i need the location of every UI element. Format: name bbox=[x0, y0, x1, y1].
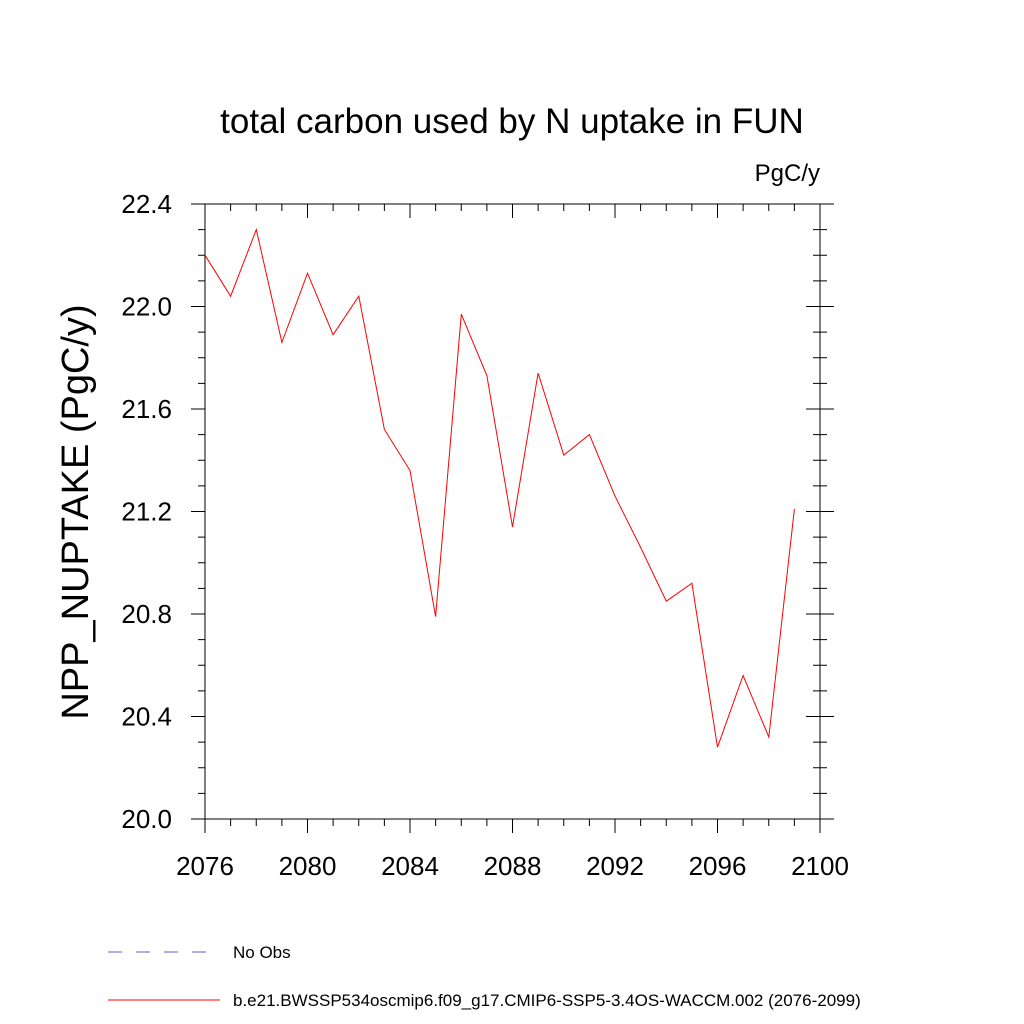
plot-frame bbox=[204, 203, 821, 820]
y-tick-label: 22.4 bbox=[121, 189, 172, 219]
x-tick-label: 2080 bbox=[279, 851, 337, 881]
legend-label: b.e21.BWSSP534oscmip6.f09_g17.CMIP6-SSP5… bbox=[233, 991, 861, 1010]
y-tick-label: 20.0 bbox=[121, 804, 172, 834]
y-tick-label: 20.8 bbox=[121, 599, 172, 629]
y-tick-label: 20.4 bbox=[121, 702, 172, 732]
y-tick-label: 22.0 bbox=[121, 292, 172, 322]
x-tick-label: 2088 bbox=[484, 851, 542, 881]
chart-title: total carbon used by N uptake in FUN bbox=[220, 102, 804, 141]
y-tick-label: 21.6 bbox=[121, 394, 172, 424]
series-group bbox=[204, 227, 795, 748]
legend-label: No Obs bbox=[233, 943, 291, 962]
x-tick-label: 2096 bbox=[689, 851, 747, 881]
series-line bbox=[204, 227, 795, 748]
y-tick-label: 21.2 bbox=[121, 497, 172, 527]
units-label: PgC/y bbox=[755, 160, 820, 187]
axis-ticks bbox=[191, 203, 834, 833]
x-tick-label: 2092 bbox=[586, 851, 644, 881]
x-tick-label: 2076 bbox=[176, 851, 234, 881]
y-axis-label: NPP_NUPTAKE (PgC/y) bbox=[55, 304, 97, 719]
x-tick-label: 2100 bbox=[791, 851, 849, 881]
x-tick-label: 2084 bbox=[381, 851, 439, 881]
axis-tick-labels: 2076 2080 2084 2088 2092 2096 2100 20.0 20.4 20.8… bbox=[121, 189, 849, 881]
legend: No Obs b.e21.BWSSP534oscmip6.f09_g17.CMIP… bbox=[108, 943, 861, 1010]
